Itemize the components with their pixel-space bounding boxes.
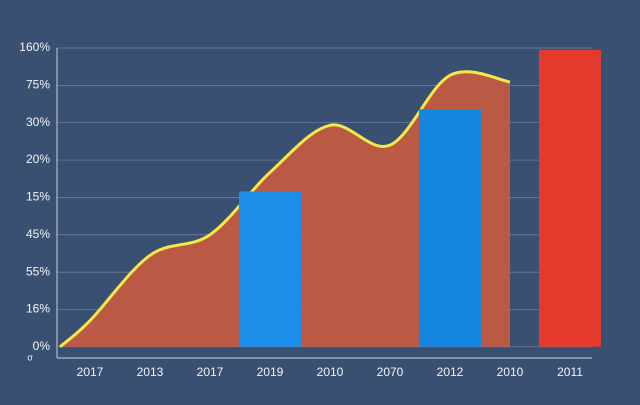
x-tick-label: 2013 [137,365,164,379]
y-tick-label: 45% [26,227,50,241]
x-tick-label: 2070 [377,365,404,379]
x-tick-label: 2017 [77,365,104,379]
annotation: σ [27,352,33,362]
y-tick-label: 15% [26,190,50,204]
bar [539,49,601,347]
x-tick-label: 2017 [197,365,224,379]
bar [419,109,481,347]
y-tick-label: 0% [33,339,51,353]
x-tick-label: 2019 [257,365,284,379]
bar [239,191,301,347]
x-tick-label: 2011 [557,365,583,379]
x-tick-label: 2010 [497,365,524,379]
x-tick-label: 2012 [437,365,464,379]
y-tick-label: 75% [26,78,50,92]
y-tick-label: 20% [26,152,50,166]
area-line [59,70,511,348]
y-tick-label: 55% [26,264,50,278]
y-tick-label: 16% [26,302,50,316]
x-tick-label: 2010 [317,365,344,379]
y-tick-label: 160% [19,40,50,54]
y-tick-label: 30% [26,115,50,129]
